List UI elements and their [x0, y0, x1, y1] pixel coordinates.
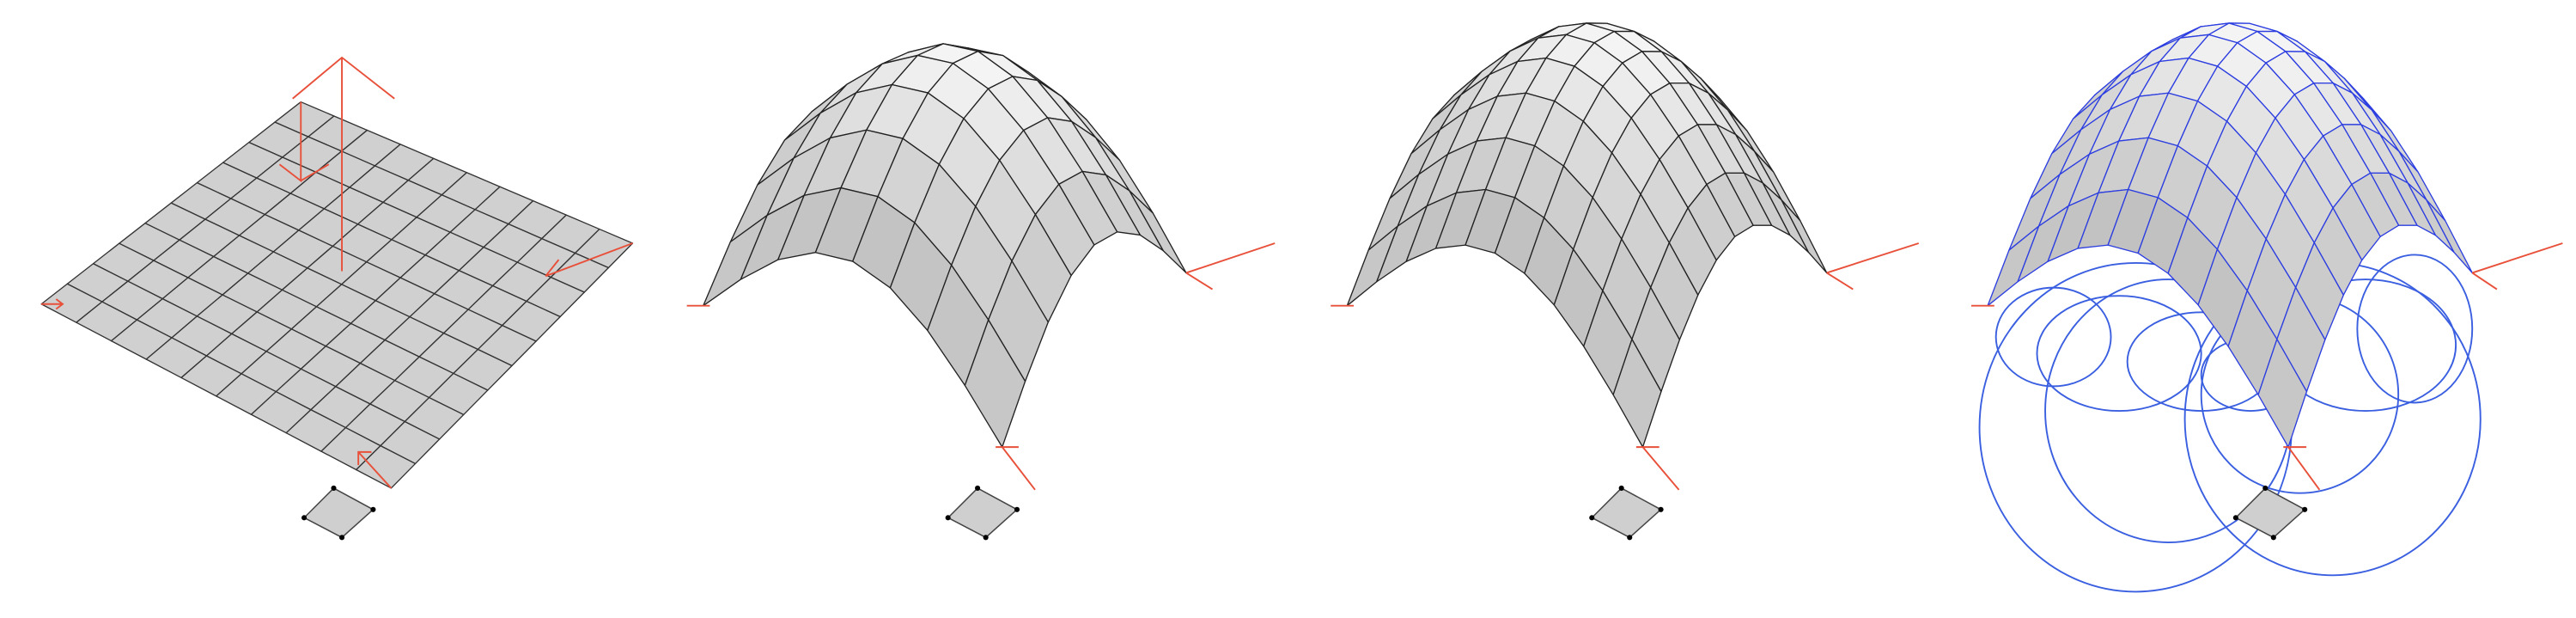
surface-cell	[1781, 199, 1828, 274]
support-node	[1618, 485, 1624, 491]
arrow	[278, 56, 395, 272]
support-node	[338, 535, 345, 541]
support-plate	[302, 486, 375, 539]
loop	[2036, 295, 2202, 413]
surfaces	[40, 22, 1828, 489]
surface-cell	[2257, 339, 2308, 448]
support-node	[2262, 485, 2268, 491]
arrow	[545, 242, 633, 278]
arrow	[357, 450, 393, 489]
surface-cell	[964, 319, 1026, 448]
support-node	[2302, 506, 2308, 512]
supports	[301, 485, 2308, 541]
surface-cell	[2426, 199, 2473, 274]
support-node	[2270, 535, 2276, 541]
support-node	[983, 535, 989, 541]
loop	[1994, 286, 2112, 388]
front-surface	[1987, 22, 2473, 448]
arrow	[686, 242, 1276, 491]
loop	[2356, 254, 2474, 404]
arrow	[1331, 242, 1920, 491]
support-node	[975, 485, 981, 491]
support-node	[1014, 506, 1020, 512]
support-plate	[947, 486, 1019, 539]
support-node	[370, 506, 376, 512]
support-node	[331, 485, 337, 491]
surface-cell	[1612, 339, 1662, 448]
support-node	[1658, 506, 1664, 512]
arrow	[1970, 242, 2563, 491]
support-node	[2232, 515, 2238, 521]
support-node	[1589, 515, 1595, 521]
arrows	[41, 56, 2563, 491]
support-plate	[1590, 486, 1662, 539]
support-node	[945, 515, 951, 521]
support-plate	[2234, 486, 2306, 539]
arrow	[41, 298, 64, 310]
surface-cell	[356, 444, 417, 489]
support-node	[301, 515, 308, 521]
support-node	[1627, 535, 1633, 541]
